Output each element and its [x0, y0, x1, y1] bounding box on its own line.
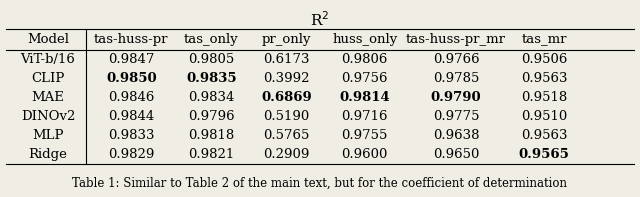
Text: 0.3992: 0.3992	[263, 72, 310, 85]
Text: 0.9833: 0.9833	[108, 129, 154, 142]
Text: R$^2$: R$^2$	[310, 10, 330, 29]
Text: 0.9518: 0.9518	[521, 91, 567, 104]
Text: 0.9756: 0.9756	[342, 72, 388, 85]
Text: 0.9821: 0.9821	[188, 148, 234, 161]
Text: 0.9846: 0.9846	[108, 91, 154, 104]
Text: 0.5765: 0.5765	[263, 129, 310, 142]
Text: 0.6869: 0.6869	[261, 91, 312, 104]
Text: Model: Model	[27, 33, 69, 46]
Text: 0.9510: 0.9510	[521, 110, 567, 123]
Text: 0.6173: 0.6173	[263, 53, 310, 66]
Text: 0.9600: 0.9600	[342, 148, 388, 161]
Text: 0.9806: 0.9806	[342, 53, 388, 66]
Text: 0.9835: 0.9835	[186, 72, 237, 85]
Text: Ridge: Ridge	[29, 148, 67, 161]
Text: 0.9766: 0.9766	[433, 53, 479, 66]
Text: tas-huss-pr: tas-huss-pr	[94, 33, 168, 46]
Text: CLIP: CLIP	[31, 72, 65, 85]
Text: 0.5190: 0.5190	[263, 110, 310, 123]
Text: 0.9805: 0.9805	[188, 53, 234, 66]
Text: tas_only: tas_only	[184, 33, 239, 46]
Text: 0.9563: 0.9563	[521, 129, 567, 142]
Text: 0.9829: 0.9829	[108, 148, 154, 161]
Text: 0.9716: 0.9716	[342, 110, 388, 123]
Text: 0.9563: 0.9563	[521, 72, 567, 85]
Text: 0.9775: 0.9775	[433, 110, 479, 123]
Text: 0.9755: 0.9755	[342, 129, 388, 142]
Text: MAE: MAE	[31, 91, 65, 104]
Text: 0.9790: 0.9790	[431, 91, 481, 104]
Text: DINOv2: DINOv2	[21, 110, 75, 123]
Text: 0.9796: 0.9796	[188, 110, 234, 123]
Text: 0.9814: 0.9814	[339, 91, 390, 104]
Text: pr_only: pr_only	[262, 33, 311, 46]
Text: 0.9850: 0.9850	[106, 72, 157, 85]
Text: tas-huss-pr_mr: tas-huss-pr_mr	[406, 33, 506, 46]
Text: huss_only: huss_only	[332, 33, 397, 46]
Text: 0.2909: 0.2909	[263, 148, 310, 161]
Text: Table 1: Similar to Table 2 of the main text, but for the coefficient of determi: Table 1: Similar to Table 2 of the main …	[72, 177, 568, 190]
Text: 0.9847: 0.9847	[108, 53, 154, 66]
Text: 0.9785: 0.9785	[433, 72, 479, 85]
Text: 0.9638: 0.9638	[433, 129, 479, 142]
Text: MLP: MLP	[32, 129, 64, 142]
Text: 0.9565: 0.9565	[518, 148, 570, 161]
Text: 0.9818: 0.9818	[188, 129, 234, 142]
Text: 0.9844: 0.9844	[108, 110, 154, 123]
Text: 0.9650: 0.9650	[433, 148, 479, 161]
Text: ViT-b/16: ViT-b/16	[20, 53, 76, 66]
Text: tas_mr: tas_mr	[521, 33, 567, 46]
Text: 0.9834: 0.9834	[188, 91, 234, 104]
Text: 0.9506: 0.9506	[521, 53, 567, 66]
